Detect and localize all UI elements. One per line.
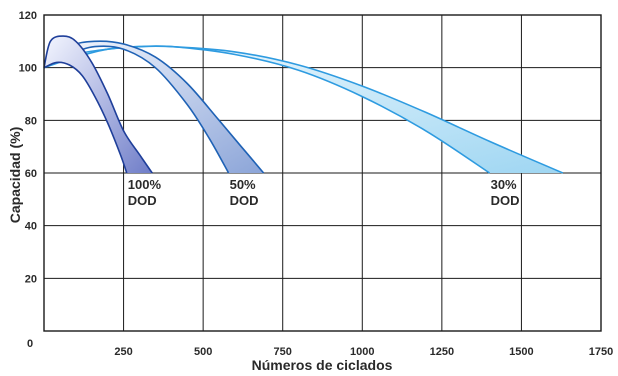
y-tick-label: 120 — [19, 10, 37, 22]
x-axis-title: Números de ciclados — [252, 357, 393, 373]
x-tick-label: 0 — [27, 338, 33, 350]
tick-labels: 0 250 500 750 1000 1250 1500 1750 20 40 60 80 100 120 — [19, 10, 614, 358]
dod-label: 50% — [230, 177, 256, 192]
y-tick-label: 60 — [25, 168, 37, 180]
x-tick-label: 250 — [114, 346, 132, 358]
dod-label: DOD — [128, 193, 157, 208]
y-tick-label: 100 — [19, 63, 37, 75]
y-tick-label: 80 — [25, 115, 37, 127]
y-axis-title: Capacidad (%) — [7, 127, 23, 223]
dod-upper-curve — [43, 35, 153, 174]
x-tick-label: 1500 — [509, 346, 533, 358]
y-tick-label: 20 — [25, 273, 37, 285]
dod-label: DOD — [491, 193, 520, 208]
dod-lower-curve — [43, 45, 491, 174]
x-tick-label: 500 — [194, 346, 212, 358]
dod-lower-curve — [43, 61, 128, 174]
dod-label: 100% — [128, 177, 162, 192]
plot-frame — [43, 14, 602, 332]
x-tick-label: 1250 — [430, 346, 454, 358]
series-layer — [43, 35, 564, 174]
dod-band-area — [44, 36, 153, 173]
y-tick-label: 40 — [25, 221, 37, 233]
x-tick-label: 750 — [274, 346, 292, 358]
dod-label: 30% — [491, 177, 517, 192]
dod-label: DOD — [230, 193, 259, 208]
x-tick-label: 1000 — [350, 346, 374, 358]
x-tick-label: 1750 — [589, 346, 613, 358]
